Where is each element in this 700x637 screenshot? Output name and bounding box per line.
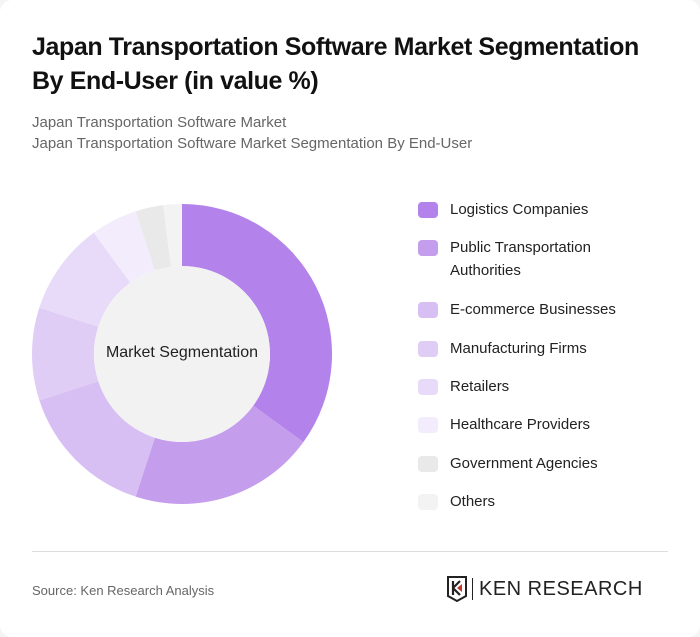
legend-label: Government Agencies: [450, 455, 598, 472]
legend-swatch: [418, 456, 438, 472]
legend-label: Healthcare Providers: [450, 416, 591, 433]
legend-item: Public Transportation Authorities: [418, 236, 650, 282]
legend-item: Logistics Companies: [418, 198, 650, 221]
donut-slice-government-agencies: [135, 205, 171, 271]
donut-slice-e-commerce-businesses: [39, 381, 155, 497]
source-text: Source: Ken Research Analysis: [32, 583, 215, 598]
legend-swatch: [418, 240, 438, 256]
legend-item: Others: [418, 490, 650, 513]
donut-chart: [32, 204, 332, 504]
donut-slice-others: [163, 204, 182, 267]
donut-center-label: Market Segmentation: [105, 344, 259, 361]
logo-divider: [472, 578, 473, 600]
legend-label: Logistics Companies: [450, 201, 589, 218]
legend-label: Manufacturing Firms: [450, 340, 587, 357]
legend-swatch: [418, 379, 438, 395]
legend-item: E-commerce Businesses: [418, 298, 650, 321]
ken-logo-icon: [447, 576, 467, 602]
donut-slice-logistics-companies: [182, 204, 332, 443]
chart-title: Japan Transportation Software Market Seg…: [32, 33, 639, 95]
donut-slice-manufacturing-firms: [32, 307, 99, 401]
legend-swatch: [418, 202, 438, 218]
ken-research-logo: KEN RESEARCH: [447, 576, 643, 602]
legend-item: Government Agencies: [418, 452, 650, 475]
legend-swatch: [418, 417, 438, 433]
donut-slice-healthcare-providers: [93, 211, 155, 283]
donut-slice-retailers: [39, 232, 131, 327]
legend-swatch: [418, 341, 438, 357]
footer-divider: [32, 551, 668, 552]
legend-label: E-commerce Businesses: [450, 301, 616, 318]
subtitle-market: Japan Transportation Software Market: [32, 114, 287, 131]
legend-swatch: [418, 494, 438, 510]
legend-item: Manufacturing Firms: [418, 337, 650, 360]
legend-item: Healthcare Providers: [418, 413, 650, 436]
legend-label: Public Transportation Authorities: [450, 239, 591, 279]
legend-label: Others: [450, 493, 496, 510]
legend-swatch: [418, 302, 438, 318]
subtitle-segmentation: Japan Transportation Software Market Seg…: [32, 135, 473, 152]
legend-item: Retailers: [418, 375, 650, 398]
donut-hole: [94, 266, 270, 442]
logo-text: KEN RESEARCH: [479, 577, 643, 600]
donut-slice-public-transportation-authorities: [135, 405, 304, 504]
legend-label: Retailers: [450, 378, 510, 395]
